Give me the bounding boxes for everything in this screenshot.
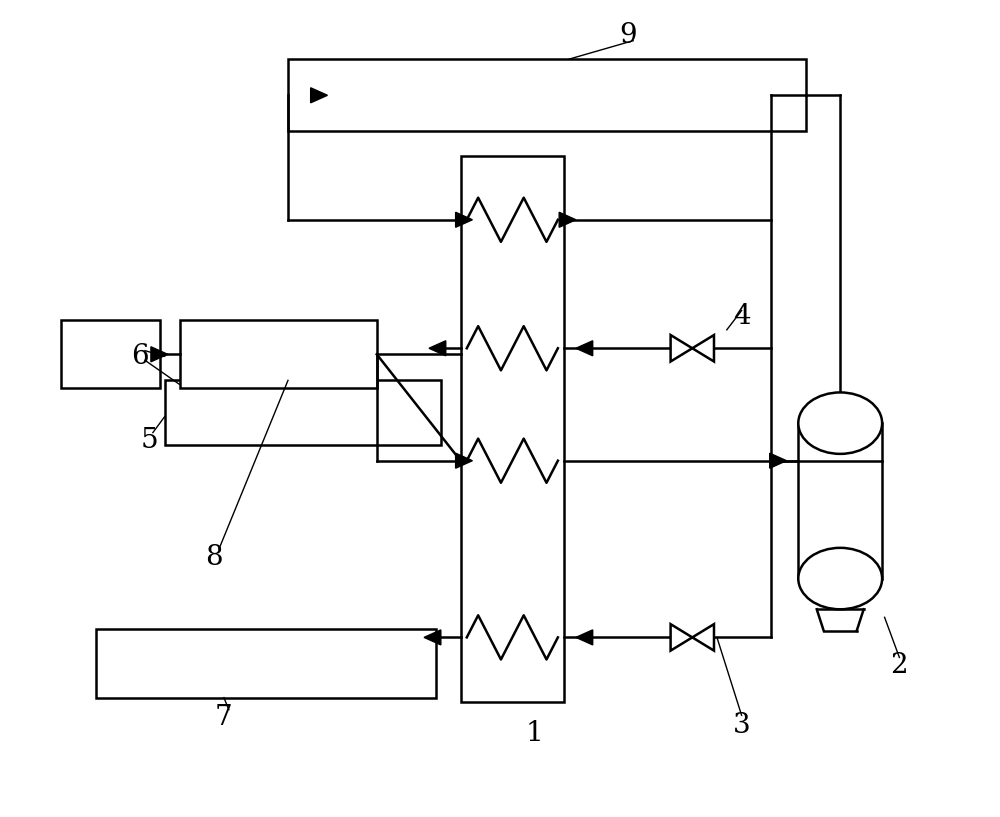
Bar bbox=[288, 59, 806, 132]
Bar bbox=[61, 320, 160, 388]
Text: 3: 3 bbox=[733, 712, 750, 739]
Bar bbox=[96, 629, 436, 698]
Polygon shape bbox=[576, 341, 593, 355]
Bar bbox=[798, 423, 882, 578]
Text: 7: 7 bbox=[215, 704, 233, 731]
Ellipse shape bbox=[798, 392, 882, 454]
Polygon shape bbox=[424, 630, 441, 645]
Bar bbox=[165, 381, 441, 444]
Polygon shape bbox=[671, 335, 692, 361]
Polygon shape bbox=[671, 624, 692, 650]
Text: 4: 4 bbox=[733, 302, 750, 329]
Polygon shape bbox=[429, 341, 446, 355]
Polygon shape bbox=[692, 624, 714, 650]
Text: 5: 5 bbox=[141, 427, 159, 454]
Polygon shape bbox=[559, 212, 576, 227]
Bar bbox=[461, 155, 564, 702]
Polygon shape bbox=[311, 87, 327, 103]
Bar bbox=[180, 320, 377, 388]
Polygon shape bbox=[770, 453, 786, 468]
Polygon shape bbox=[151, 346, 168, 362]
Text: 6: 6 bbox=[131, 343, 149, 370]
Ellipse shape bbox=[798, 548, 882, 609]
Polygon shape bbox=[692, 335, 714, 361]
Text: 1: 1 bbox=[526, 721, 543, 748]
Polygon shape bbox=[456, 453, 472, 468]
Text: 9: 9 bbox=[619, 21, 637, 48]
Polygon shape bbox=[456, 212, 472, 227]
Polygon shape bbox=[576, 630, 593, 645]
Text: 2: 2 bbox=[891, 652, 908, 679]
Text: 8: 8 bbox=[205, 543, 223, 570]
